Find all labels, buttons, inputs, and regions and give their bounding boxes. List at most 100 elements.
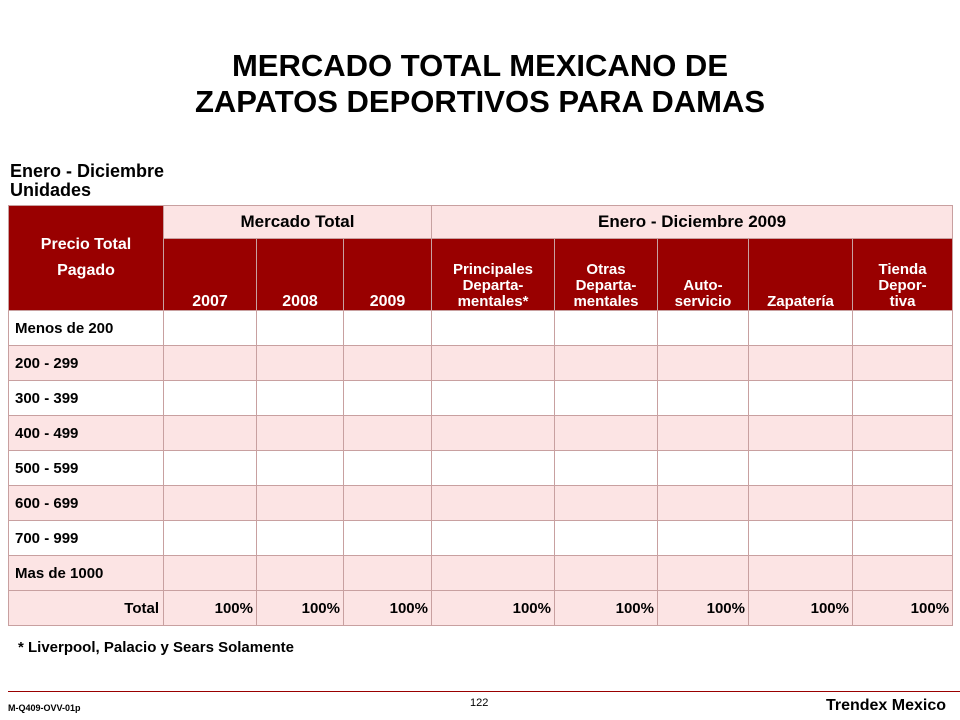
table-row: 200 - 299 (8, 345, 954, 381)
table-cell (431, 485, 555, 521)
group-header-enero-diciembre: Enero - Diciembre 2009 (430, 205, 954, 239)
table-cell (163, 345, 257, 381)
row-header: Precio Total Pagado (8, 205, 164, 311)
table-cell (851, 485, 954, 521)
table-cell (748, 345, 853, 381)
column-header: Zapatería (748, 238, 853, 311)
table-cell (657, 415, 749, 451)
table-cell (851, 415, 954, 451)
row-header-line-2: Pagado (57, 262, 115, 279)
table-cell (256, 555, 344, 591)
table-cell (431, 450, 555, 486)
table-cell (748, 310, 853, 346)
total-value: 100% (748, 590, 853, 626)
table-cell (256, 450, 344, 486)
subtitle: Enero - Diciembre Unidades (10, 162, 164, 200)
table-cell (748, 380, 853, 416)
price-range-label: 200 - 299 (8, 345, 164, 381)
table-cell (657, 520, 749, 556)
footnote: * Liverpool, Palacio y Sears Solamente (18, 639, 294, 656)
total-value: 100% (163, 590, 257, 626)
table-cell (163, 380, 257, 416)
market-table: Precio Total Pagado Mercado Total Enero … (8, 205, 954, 626)
table-cell (851, 555, 954, 591)
page-title: MERCADO TOTAL MEXICANO DE ZAPATOS DEPORT… (0, 48, 960, 120)
table-cell (256, 380, 344, 416)
footer-rule (8, 691, 960, 692)
table-cell (851, 380, 954, 416)
table-cell (343, 485, 432, 521)
column-header-line: mentales (573, 293, 639, 310)
table-cell (163, 310, 257, 346)
table-cell (748, 450, 853, 486)
title-line-2: ZAPATOS DEPORTIVOS PARA DAMAS (194, 84, 766, 119)
column-header: Principales Departa-mentales* (431, 238, 555, 311)
table-row: 300 - 399 (8, 380, 954, 416)
table-cell (657, 450, 749, 486)
page-number: 122 (470, 697, 489, 709)
column-header-line: 2009 (369, 293, 406, 310)
total-value: 100% (431, 590, 555, 626)
table-cell (431, 345, 555, 381)
table-cell (657, 310, 749, 346)
subtitle-period: Enero - Diciembre (10, 161, 165, 181)
table-cell (343, 345, 432, 381)
table-cell (256, 310, 344, 346)
price-range-label: 500 - 599 (8, 450, 164, 486)
subtitle-units: Unidades (10, 180, 92, 200)
table-cell (657, 345, 749, 381)
table-cell (431, 380, 555, 416)
column-header-row: 2007 2008 2009 Principales Departa-mentales*… (9, 238, 954, 311)
table-cell (343, 310, 432, 346)
column-header-line: mentales* (457, 293, 529, 310)
price-range-label: 300 - 399 (8, 380, 164, 416)
table-cell (657, 380, 749, 416)
total-row: Total 100% 100% 100% 100% 100% 100% 100% 100% (8, 590, 954, 626)
column-header-line: Otras (586, 261, 626, 278)
total-value: 100% (343, 590, 432, 626)
table-cell (851, 310, 954, 346)
price-range-label: 600 - 699 (8, 485, 164, 521)
table-cell (343, 380, 432, 416)
table-cell (554, 450, 658, 486)
table-cell (554, 310, 658, 346)
column-header: 2009 (343, 238, 432, 311)
column-header: Tienda Depor-tiva (851, 238, 954, 311)
total-value: 100% (657, 590, 749, 626)
table-row: 400 - 499 (8, 415, 954, 451)
column-header-line: Auto- (683, 277, 723, 294)
price-range-label: 700 - 999 (8, 520, 164, 556)
table-cell (554, 345, 658, 381)
column-header-line: 2008 (282, 293, 318, 310)
column-header: 2007 (163, 238, 257, 311)
table-cell (163, 485, 257, 521)
column-header-line: servicio (674, 293, 732, 310)
price-range-label: Menos de 200 (8, 310, 164, 346)
table-cell (256, 345, 344, 381)
table-cell (163, 520, 257, 556)
table-row: 500 - 599 (8, 450, 954, 486)
table-cell (256, 415, 344, 451)
table-cell (851, 450, 954, 486)
table-cell (554, 520, 658, 556)
column-header-line: tiva (889, 293, 916, 310)
table-cell (554, 415, 658, 451)
table-cell (554, 555, 658, 591)
column-header-line: 2007 (192, 293, 228, 310)
document-code: M-Q409-OVV-01p (8, 703, 81, 713)
total-value: 100% (554, 590, 658, 626)
table-cell (431, 520, 555, 556)
table-cell (554, 485, 658, 521)
table-cell (748, 555, 853, 591)
table-cell (163, 555, 257, 591)
table-cell (163, 450, 257, 486)
table-cell (256, 520, 344, 556)
column-header: Auto-servicio (657, 238, 749, 311)
table-cell (431, 310, 555, 346)
column-header-line: Departa- (462, 277, 524, 294)
table-cell (256, 485, 344, 521)
table-cell (748, 520, 853, 556)
column-header-line: Depor- (878, 277, 927, 294)
table-body: Menos de 200 200 - 299 300 - 399 400 - 499 5… (8, 310, 954, 626)
table-cell (431, 555, 555, 591)
